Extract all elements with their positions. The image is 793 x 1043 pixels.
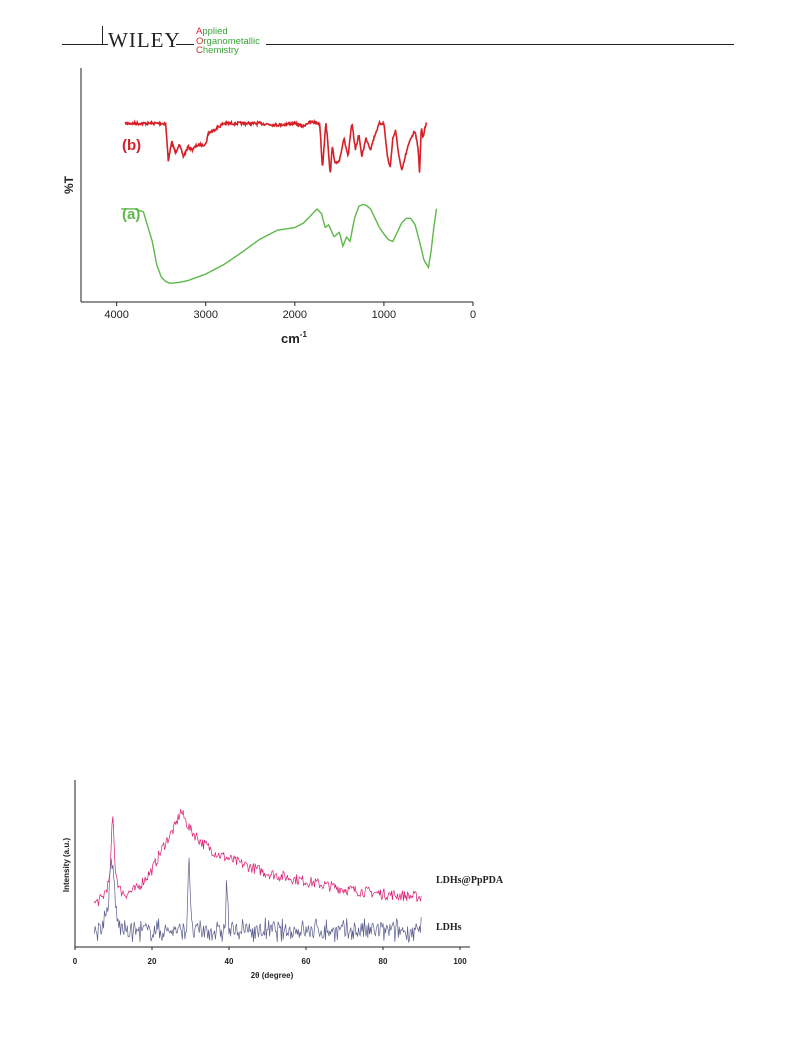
journal-line: Chemistry [196, 45, 239, 56]
xrd-x-label: 2θ (degree) [251, 971, 294, 980]
ftir-x-ticks: 4000 3000 2000 1000 0 [104, 302, 476, 321]
header-rule-mid [176, 44, 194, 45]
ftir-label-b: (b) [122, 137, 141, 154]
ftir-x-tick-label: 4000 [104, 309, 128, 321]
ftir-series-line-b [124, 118, 428, 173]
xrd-x-tick-label: 80 [379, 957, 388, 966]
ftir-x-tick-label: 2000 [283, 309, 307, 321]
xrd-x-tick-label: 0 [73, 957, 78, 966]
ftir-x-label: cm-1 [281, 330, 307, 346]
xrd-x-tick-label: 100 [453, 957, 467, 966]
xrd-series [93, 809, 422, 944]
header-rule-right [266, 44, 734, 45]
xrd-legend-ldhs: LDHs [436, 922, 462, 933]
xrd-x-ticks: 0 20 40 60 80 100 [73, 947, 467, 966]
journal-line: Organometallic [196, 35, 260, 47]
xrd-series-line-ldhs-pppda [93, 809, 422, 907]
ftir-label-a: (a) [122, 206, 140, 223]
xrd-legend-pppda: LDHs@PpPDA [436, 875, 504, 886]
xrd-x-tick-label: 20 [148, 957, 157, 966]
ftir-series [121, 118, 438, 285]
journal-line: Applied [196, 26, 228, 37]
xrd-series-line-ldhs [93, 857, 422, 944]
xrd-chart: 0 20 40 60 80 100 Intensity (a.u.) 2θ (degree… [62, 780, 504, 980]
ftir-x-tick-label: 3000 [193, 309, 217, 321]
ftir-x-tick-label: 1000 [372, 309, 396, 321]
ftir-chart: 4000 3000 2000 1000 0 (b) (a) %T cm-1 [62, 68, 476, 346]
ftir-y-label: %T [62, 175, 76, 194]
journal-header: WILEY Applied Organometallic Chemistry [0, 0, 793, 60]
ftir-x-tick-label: 0 [470, 309, 476, 321]
ftir-x-label-unit: cm [281, 331, 300, 346]
header-tick [102, 26, 103, 45]
ftir-x-label-sup: -1 [300, 330, 308, 339]
ftir-series-line-a [121, 203, 438, 285]
header-rule-left [62, 44, 108, 45]
xrd-x-tick-label: 40 [225, 957, 234, 966]
xrd-x-tick-label: 60 [302, 957, 311, 966]
publisher-logo: WILEY [108, 28, 181, 52]
xrd-y-label: Intensity (a.u.) [62, 838, 71, 893]
journal-logo: Applied Organometallic Chemistry [196, 27, 260, 56]
